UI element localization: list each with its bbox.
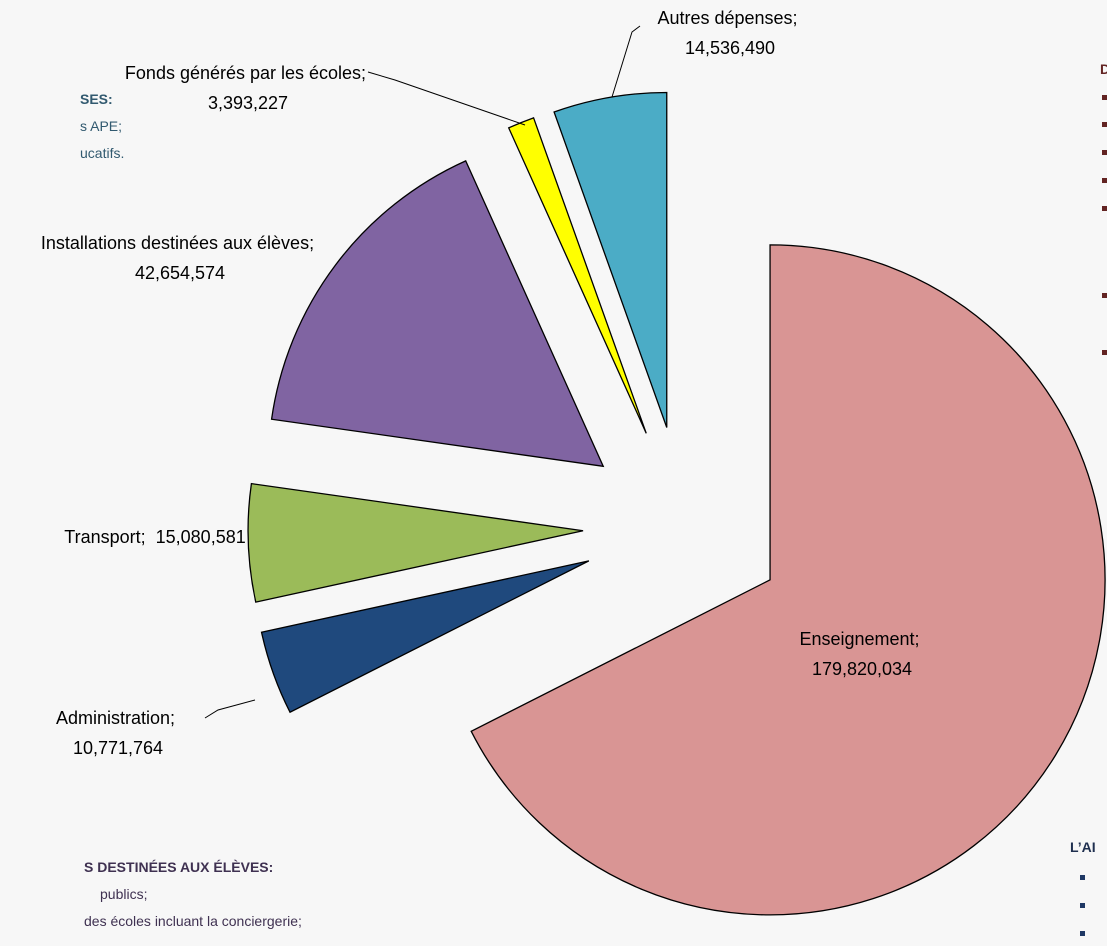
bullet — [1102, 150, 1107, 155]
label-value: 10,771,764 — [72, 738, 164, 758]
label-category: Autres dépenses; — [657, 8, 798, 28]
label-value: 14,536,490 — [684, 38, 776, 58]
pie-slice — [553, 91, 668, 428]
data-label: Administration; 10,771,764 — [18, 703, 218, 763]
bullet — [1102, 178, 1107, 183]
pie-slice — [270, 160, 605, 468]
side-line: publics; — [100, 886, 148, 902]
label-value: 42,654,574 — [134, 263, 226, 283]
side-heading: D — [1100, 61, 1107, 77]
side-line: s APE; — [80, 118, 123, 134]
label-value: 15,080,581 — [155, 527, 246, 547]
label-value: 3,393,227 — [207, 93, 289, 113]
leader-line — [611, 25, 641, 98]
bullet — [1102, 206, 1107, 211]
side-note: S DESTINÉES AUX ÉLÈVES: publics; des éco… — [84, 854, 302, 935]
data-label: Autres dépenses; 14,536,490 — [630, 3, 830, 63]
bullet — [1102, 293, 1107, 298]
side-line: des écoles incluant la conciergerie; — [84, 913, 302, 929]
bullet — [1102, 122, 1107, 127]
bullet — [1080, 875, 1085, 880]
pie-slice — [470, 244, 1106, 916]
side-note: SES: s APE; ucatifs. — [80, 86, 124, 167]
label-category: Installations destinées aux élèves; — [40, 233, 315, 253]
data-label: Installations destinées aux élèves; 42,6… — [40, 228, 320, 288]
label-category: Administration; — [55, 708, 176, 728]
label-value: 179,820,034 — [811, 659, 913, 679]
bullet — [1080, 903, 1085, 908]
pie-slice — [260, 560, 590, 714]
leader-line — [204, 699, 256, 719]
label-category: Enseignement; — [799, 629, 920, 649]
data-label: Enseignement; 179,820,034 — [777, 624, 947, 684]
label-category: Fonds générés par les écoles; — [124, 63, 367, 83]
side-heading: SES: — [80, 91, 113, 107]
bullet — [1102, 350, 1107, 355]
pie-slice — [247, 482, 584, 603]
bullet — [1102, 95, 1107, 100]
side-heading: S DESTINÉES AUX ÉLÈVES: — [84, 859, 274, 875]
leader-line — [367, 71, 526, 126]
data-label: Fonds générés par les écoles; 3,393,227 — [123, 58, 373, 118]
bullet — [1080, 931, 1085, 936]
side-heading: L’AI — [1070, 839, 1096, 855]
label-category: Transport; — [64, 527, 146, 547]
side-line: ucatifs. — [80, 145, 125, 161]
data-label: Transport; 15,080,581 — [5, 522, 305, 552]
pie-slice — [507, 117, 647, 434]
